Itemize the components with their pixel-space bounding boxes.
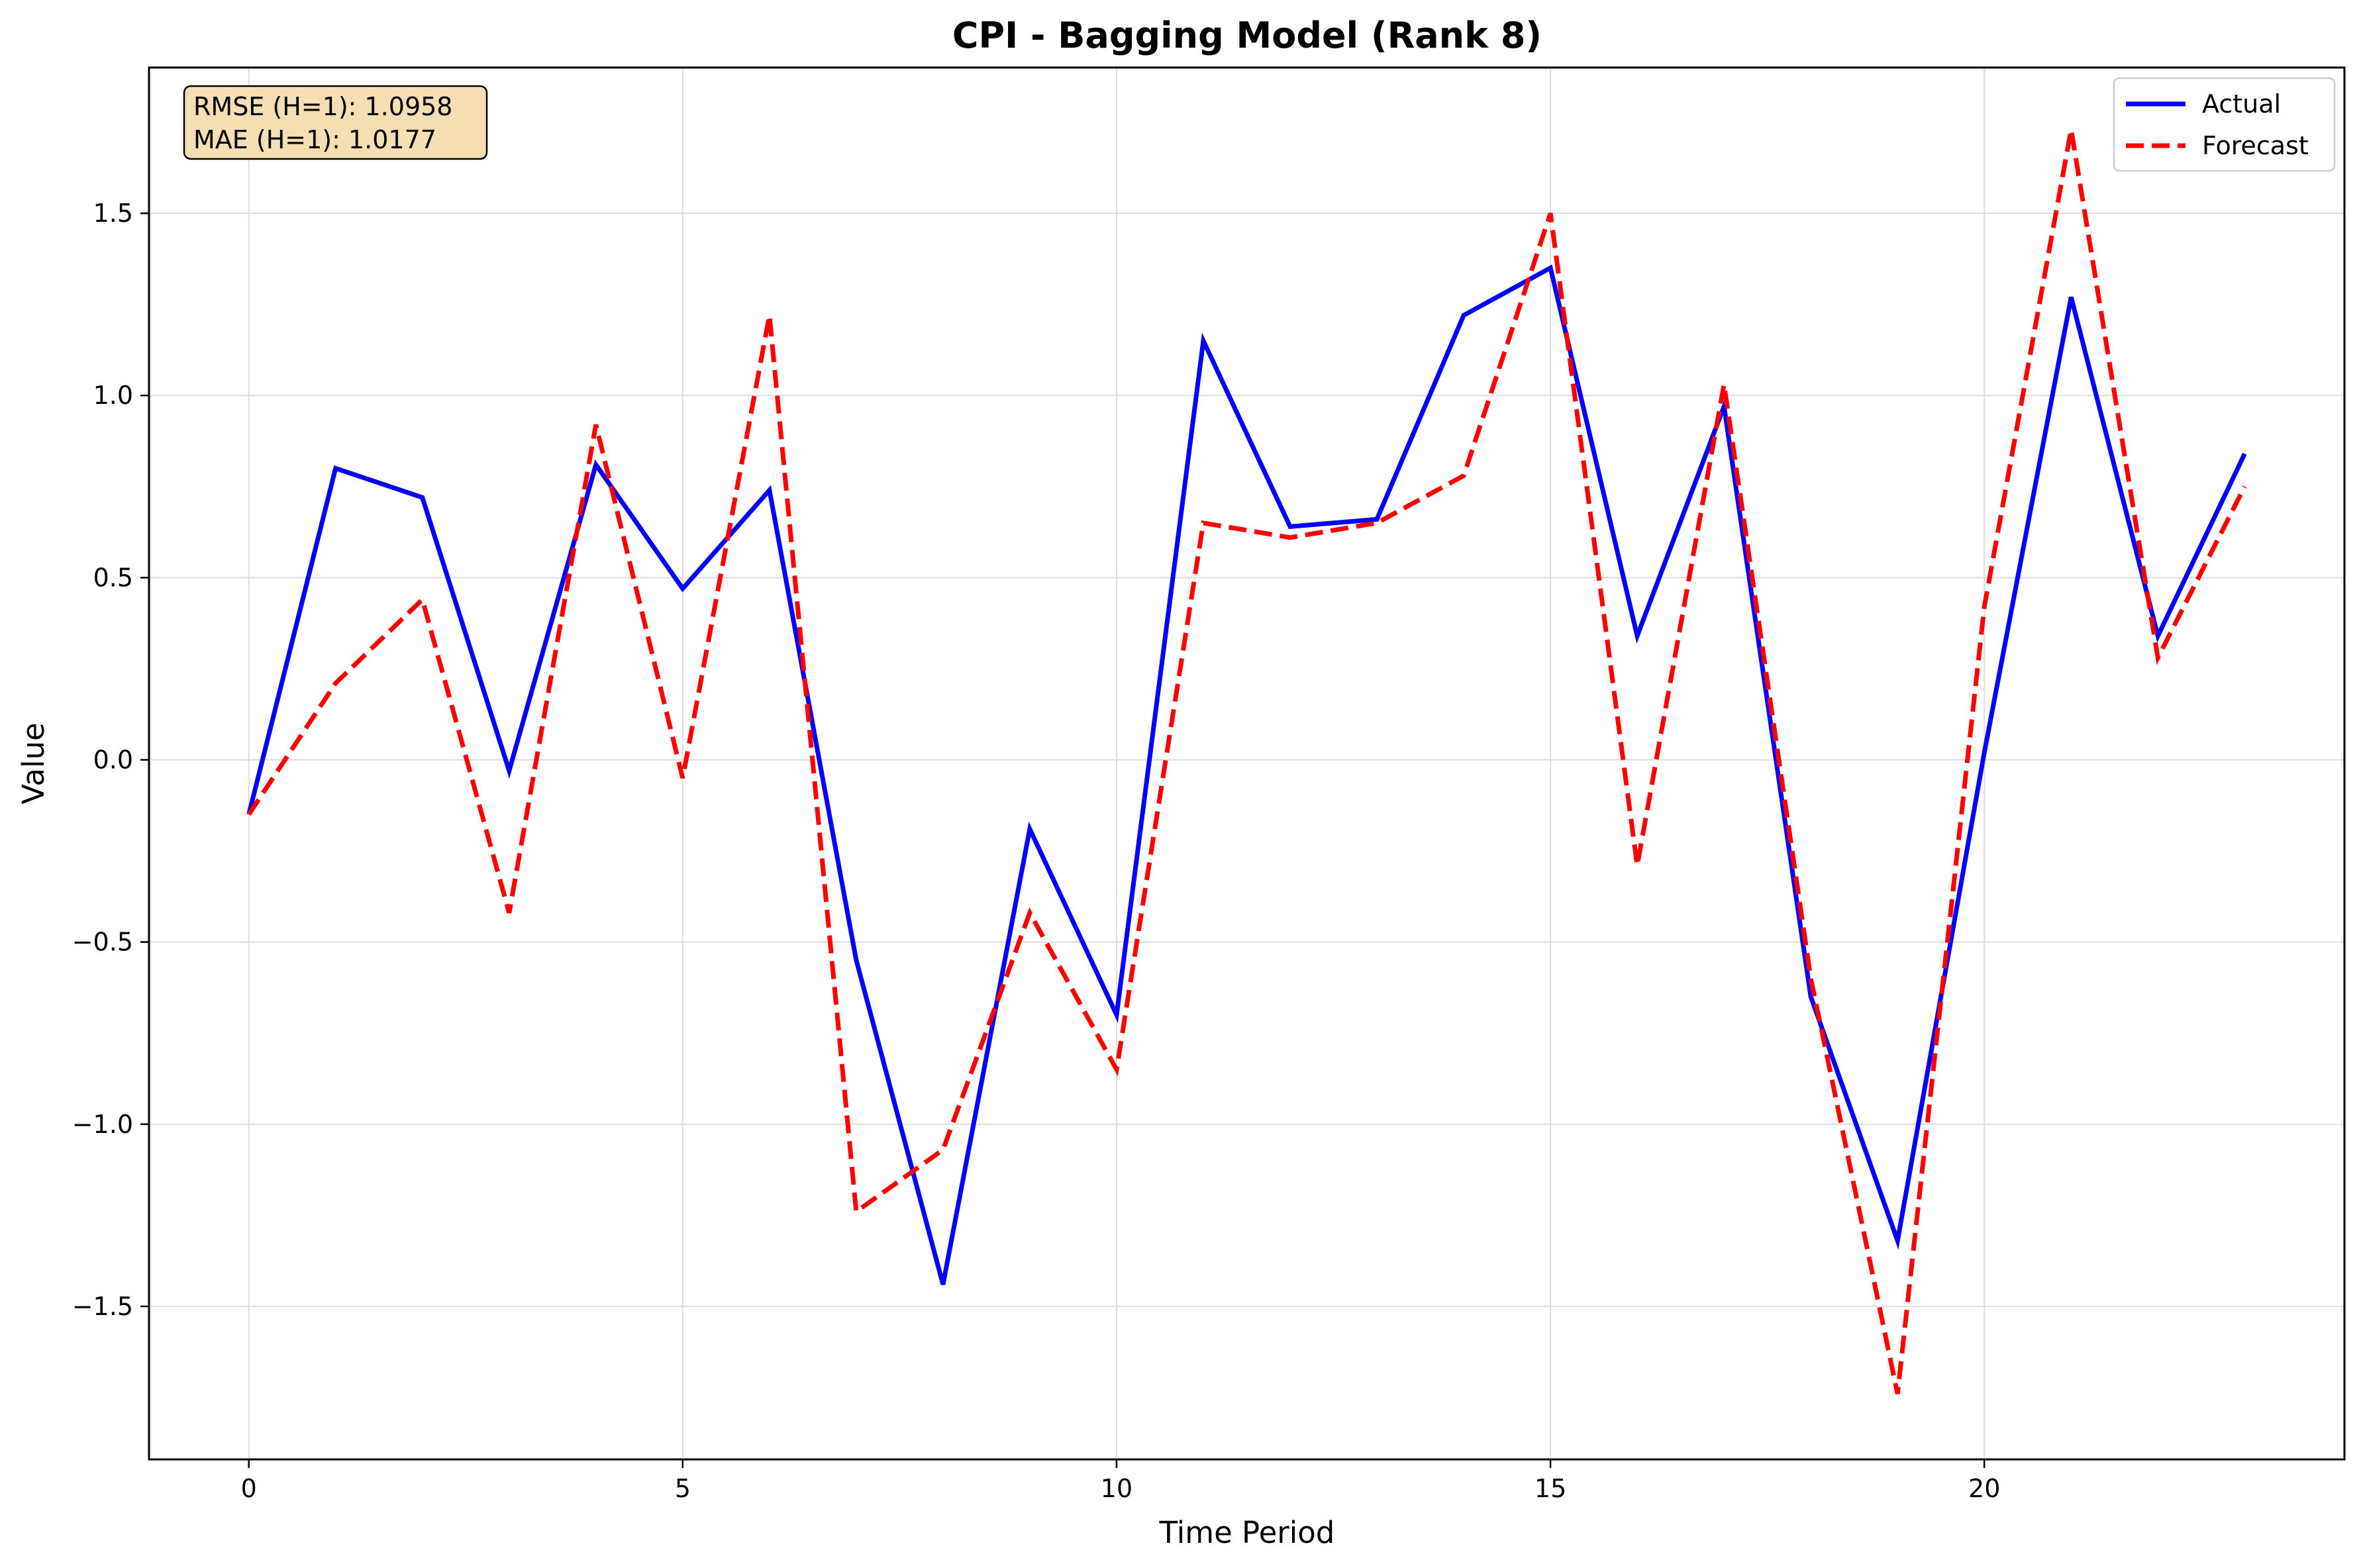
x-tick-label: 20 [1968, 1474, 2000, 1503]
y-tick-label: −1.5 [72, 1292, 133, 1321]
chart-title: CPI - Bagging Model (Rank 8) [952, 15, 1542, 56]
x-tick-label: 0 [241, 1474, 257, 1503]
y-tick-label: 1.5 [93, 199, 133, 228]
y-axis-label: Value [16, 722, 51, 805]
stats-box-background [183, 85, 488, 160]
series-line-actual [246, 264, 2247, 1285]
y-tick-label: −1.0 [72, 1110, 133, 1139]
x-tick-label: 10 [1101, 1474, 1132, 1503]
rmse-text: RMSE (H=1): 1.0958 [193, 92, 453, 121]
x-tick-label: 15 [1534, 1474, 1566, 1503]
y-tick-label: −0.5 [72, 928, 133, 957]
series-line-forecast [246, 128, 2247, 1395]
y-tick-label: 0.0 [93, 745, 133, 774]
legend-forecast-label: Forecast [2202, 131, 2309, 160]
axis-ticks: 0 5 10 15 20 −1.5 −1.0 −0.5 0.0 0.5 1.0 1.5 [72, 199, 2001, 1503]
plot-series [246, 128, 2247, 1395]
y-tick-label: 1.0 [93, 381, 133, 410]
legend-actual-label: Actual [2202, 89, 2281, 119]
y-tick-label: 0.5 [93, 563, 133, 592]
x-axis-label: Time Period [1159, 1515, 1335, 1550]
plot-area-frame [148, 66, 2346, 1461]
x-tick-label: 5 [675, 1474, 691, 1503]
mae-text: MAE (H=1): 1.0177 [193, 125, 436, 154]
legend: Actual Forecast [2113, 77, 2336, 172]
stats-box: RMSE (H=1): 1.0958 MAE (H=1): 1.0177 [183, 85, 488, 160]
